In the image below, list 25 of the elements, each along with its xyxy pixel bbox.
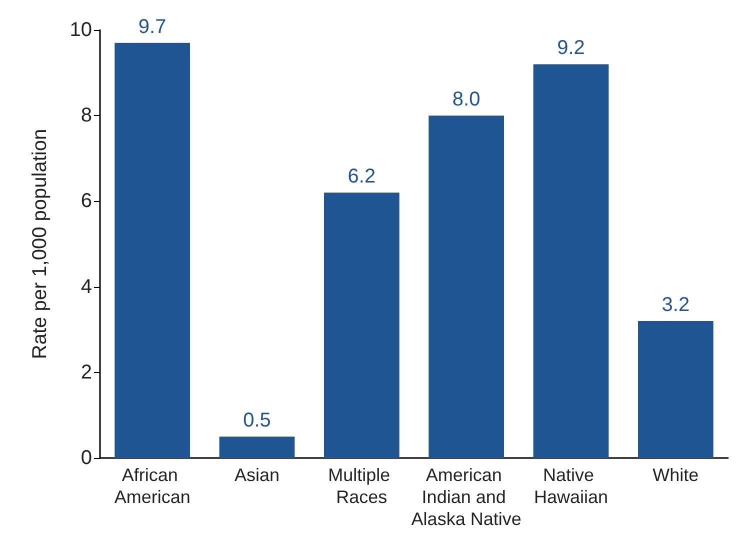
y-tick-label: 8	[80, 104, 92, 127]
data-label: 6.2	[348, 166, 376, 188]
data-label: 9.2	[557, 37, 585, 60]
x-tick-label: African American	[114, 465, 190, 507]
y-tick-label: 6	[80, 190, 92, 212]
y-axis-title: Rate per 1,000 population	[29, 128, 51, 360]
data-label: 0.5	[243, 410, 271, 432]
x-tick-label: Asian	[234, 465, 280, 485]
y-tick-label: 10	[70, 19, 92, 41]
data-label: 8.0	[452, 88, 480, 111]
y-tick-label: 0	[80, 447, 92, 469]
bar	[114, 42, 190, 458]
x-tick-label: American Indian and Alaska Native	[411, 465, 522, 529]
bar	[533, 64, 609, 458]
data-label: 9.7	[138, 16, 166, 38]
y-tick-label: 2	[80, 361, 92, 384]
bar	[219, 436, 295, 458]
y-tick-label: 4	[80, 276, 92, 298]
x-tick-label: Multiple Races	[328, 465, 396, 507]
data-label: 3.2	[662, 294, 690, 316]
x-tick-label: White	[652, 465, 699, 485]
bar	[638, 321, 714, 458]
x-tick-label: Native Hawaiian	[534, 465, 608, 507]
bar	[428, 116, 504, 458]
bar	[324, 192, 400, 458]
